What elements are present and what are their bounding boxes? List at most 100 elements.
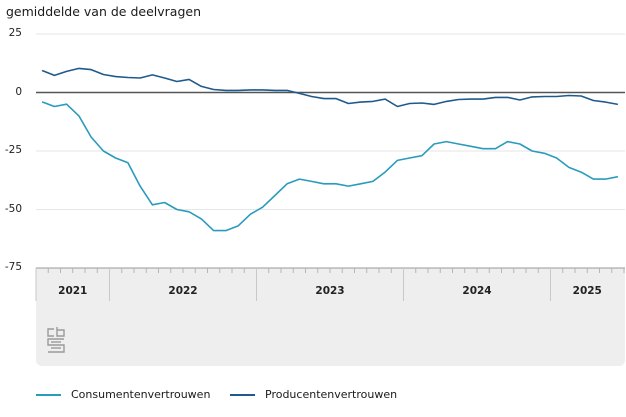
data-point[interactable]	[505, 139, 511, 145]
data-point[interactable]	[149, 202, 155, 208]
data-point[interactable]	[309, 93, 315, 99]
data-point[interactable]	[443, 98, 449, 104]
data-point[interactable]	[456, 97, 462, 103]
data-point[interactable]	[566, 93, 572, 99]
data-point[interactable]	[309, 178, 315, 184]
data-point[interactable]	[296, 176, 302, 182]
data-point[interactable]	[345, 100, 351, 106]
data-point[interactable]	[370, 98, 376, 104]
data-point[interactable]	[321, 96, 327, 102]
data-point[interactable]	[590, 97, 596, 103]
legend-item-producentenvertrouwen[interactable]: Producentenvertrouwen	[230, 388, 397, 401]
data-point[interactable]	[247, 87, 253, 93]
data-point[interactable]	[456, 141, 462, 147]
data-point[interactable]	[100, 71, 106, 77]
data-point[interactable]	[174, 207, 180, 213]
data-point[interactable]	[137, 75, 143, 81]
data-point[interactable]	[100, 148, 106, 154]
data-point[interactable]	[615, 174, 621, 180]
data-point[interactable]	[603, 176, 609, 182]
data-point[interactable]	[272, 192, 278, 198]
data-point[interactable]	[578, 93, 584, 99]
data-point[interactable]	[382, 169, 388, 175]
data-point[interactable]	[260, 204, 266, 210]
data-point[interactable]	[541, 93, 547, 99]
data-point[interactable]	[137, 183, 143, 189]
data-point[interactable]	[468, 96, 474, 102]
data-point[interactable]	[480, 146, 486, 152]
data-point[interactable]	[382, 96, 388, 102]
data-point[interactable]	[517, 141, 523, 147]
data-point[interactable]	[211, 228, 217, 234]
data-point[interactable]	[260, 87, 266, 93]
data-point[interactable]	[76, 65, 82, 71]
data-point[interactable]	[603, 99, 609, 105]
data-point[interactable]	[235, 223, 241, 229]
data-point[interactable]	[480, 96, 486, 102]
data-point[interactable]	[149, 72, 155, 78]
data-point[interactable]	[529, 94, 535, 100]
series-line-producentenvertrouwen[interactable]	[41, 67, 619, 108]
data-point[interactable]	[247, 211, 253, 217]
data-point[interactable]	[333, 96, 339, 102]
data-point[interactable]	[407, 100, 413, 106]
data-point[interactable]	[333, 181, 339, 187]
data-point[interactable]	[615, 101, 621, 107]
data-point[interactable]	[517, 97, 523, 103]
data-point[interactable]	[39, 99, 45, 105]
data-point[interactable]	[541, 150, 547, 156]
data-point[interactable]	[370, 178, 376, 184]
data-point[interactable]	[296, 90, 302, 96]
data-point[interactable]	[443, 139, 449, 145]
data-point[interactable]	[394, 157, 400, 163]
data-point[interactable]	[590, 176, 596, 182]
data-point[interactable]	[162, 199, 168, 205]
data-point[interactable]	[419, 100, 425, 106]
data-point[interactable]	[211, 86, 217, 92]
data-point[interactable]	[51, 104, 57, 110]
data-point[interactable]	[198, 83, 204, 89]
data-point[interactable]	[554, 93, 560, 99]
data-point[interactable]	[76, 113, 82, 119]
data-point[interactable]	[186, 76, 192, 82]
series-line-consumentenvertrouwen[interactable]	[41, 101, 619, 232]
data-point[interactable]	[64, 68, 70, 74]
data-point[interactable]	[492, 146, 498, 152]
data-point[interactable]	[431, 141, 437, 147]
data-point[interactable]	[186, 209, 192, 215]
data-point[interactable]	[284, 87, 290, 93]
data-point[interactable]	[358, 99, 364, 105]
data-point[interactable]	[566, 164, 572, 170]
data-point[interactable]	[468, 143, 474, 149]
data-point[interactable]	[407, 155, 413, 161]
data-point[interactable]	[505, 94, 511, 100]
data-point[interactable]	[88, 67, 94, 73]
data-point[interactable]	[174, 79, 180, 85]
data-point[interactable]	[284, 181, 290, 187]
data-point[interactable]	[358, 181, 364, 187]
data-point[interactable]	[39, 68, 45, 74]
data-point[interactable]	[113, 155, 119, 161]
data-point[interactable]	[125, 75, 131, 81]
data-point[interactable]	[272, 87, 278, 93]
data-point[interactable]	[223, 228, 229, 234]
data-point[interactable]	[492, 94, 498, 100]
data-point[interactable]	[529, 148, 535, 154]
data-point[interactable]	[113, 74, 119, 80]
data-point[interactable]	[578, 169, 584, 175]
data-point[interactable]	[64, 101, 70, 107]
data-point[interactable]	[88, 134, 94, 140]
data-point[interactable]	[345, 183, 351, 189]
legend-item-consumentenvertrouwen[interactable]: Consumentenvertrouwen	[36, 388, 210, 401]
data-point[interactable]	[162, 75, 168, 81]
data-point[interactable]	[51, 72, 57, 78]
data-point[interactable]	[554, 155, 560, 161]
data-point[interactable]	[419, 153, 425, 159]
data-point[interactable]	[431, 101, 437, 107]
data-point[interactable]	[235, 87, 241, 93]
data-point[interactable]	[321, 181, 327, 187]
data-point[interactable]	[223, 87, 229, 93]
data-point[interactable]	[125, 160, 131, 166]
data-point[interactable]	[394, 104, 400, 110]
time-navigator[interactable]	[36, 268, 625, 366]
